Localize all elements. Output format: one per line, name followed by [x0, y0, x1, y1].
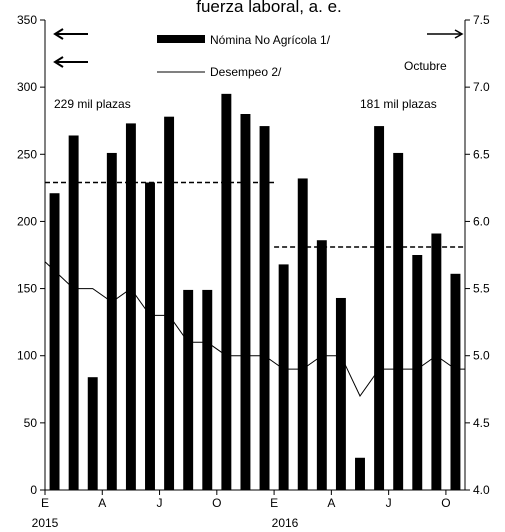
- bar: [145, 182, 155, 490]
- legend-bar-label: Nómina No Agrícola 1/: [210, 33, 331, 47]
- reference-label-2016: 181 mil plazas: [360, 97, 437, 111]
- legend-bar-swatch: [157, 35, 205, 43]
- left-tick-label: 300: [17, 80, 37, 94]
- left-tick-label: 150: [17, 282, 37, 296]
- right-tick-label: 6.5: [473, 147, 490, 161]
- x-tick-label: O: [212, 496, 221, 510]
- bar: [298, 178, 308, 490]
- bar: [431, 234, 441, 490]
- left-tick-label: 100: [17, 349, 37, 363]
- right-tick-label: 5.5: [473, 282, 490, 296]
- x-tick-label: E: [41, 496, 49, 510]
- left-tick-label: 200: [17, 214, 37, 228]
- right-tick-label: 4.5: [473, 416, 490, 430]
- right-tick-label: 5.0: [473, 349, 490, 363]
- x-axis-ticks: EAJOEAJO: [41, 490, 451, 510]
- chart-title: fuerza laboral, a. e.: [196, 0, 342, 16]
- bar: [393, 153, 403, 490]
- left-tick-label: 50: [24, 416, 38, 430]
- left-tick-label: 350: [17, 13, 37, 27]
- right-tick-label: 7.5: [473, 13, 490, 27]
- right-tick-label: 4.0: [473, 483, 490, 497]
- bar: [126, 123, 136, 490]
- left-tick-label: 250: [17, 147, 37, 161]
- x-tick-label: J: [386, 496, 392, 510]
- left-axis-arrow-icon: [55, 57, 88, 67]
- right-axis-ticks: 4.0 4.5 5.0 5.5 6.0 6.5 7.0 7.5: [465, 13, 490, 497]
- bar: [69, 135, 79, 490]
- bar: [279, 264, 289, 490]
- bar-series: [50, 94, 461, 490]
- bar: [240, 114, 250, 490]
- left-tick-label: 0: [30, 483, 37, 497]
- bar: [50, 193, 60, 490]
- right-tick-label: 7.0: [473, 80, 490, 94]
- bar: [183, 290, 193, 490]
- bar: [164, 117, 174, 490]
- x-tick-label: A: [327, 496, 335, 510]
- month-note: Octubre: [404, 59, 447, 73]
- reference-label-2015: 229 mil plazas: [54, 97, 131, 111]
- x-year-label-2016: 2016: [272, 516, 299, 530]
- legend: Nómina No Agrícola 1/ Desempeo 2/: [157, 33, 331, 79]
- legend-line-label: Desempeo 2/: [210, 65, 282, 79]
- bar: [336, 298, 346, 490]
- x-year-label-2015: 2015: [32, 516, 59, 530]
- right-tick-label: 6.0: [473, 214, 490, 228]
- x-tick-label: E: [270, 496, 278, 510]
- bar: [450, 274, 460, 490]
- bar: [355, 458, 365, 490]
- x-tick-label: O: [441, 496, 450, 510]
- bar: [317, 240, 327, 490]
- bar: [202, 290, 212, 490]
- bar: [88, 377, 98, 490]
- bar: [107, 153, 117, 490]
- right-axis-arrow-icon: [427, 30, 462, 38]
- bar: [221, 94, 231, 490]
- x-tick-label: A: [98, 496, 106, 510]
- bar: [374, 126, 384, 490]
- left-axis-arrow-icon: [55, 29, 88, 39]
- left-axis-ticks: 0 50 100 150 200 250 300 350: [17, 13, 45, 497]
- bar: [260, 126, 270, 490]
- x-tick-label: J: [157, 496, 163, 510]
- bar: [412, 255, 422, 490]
